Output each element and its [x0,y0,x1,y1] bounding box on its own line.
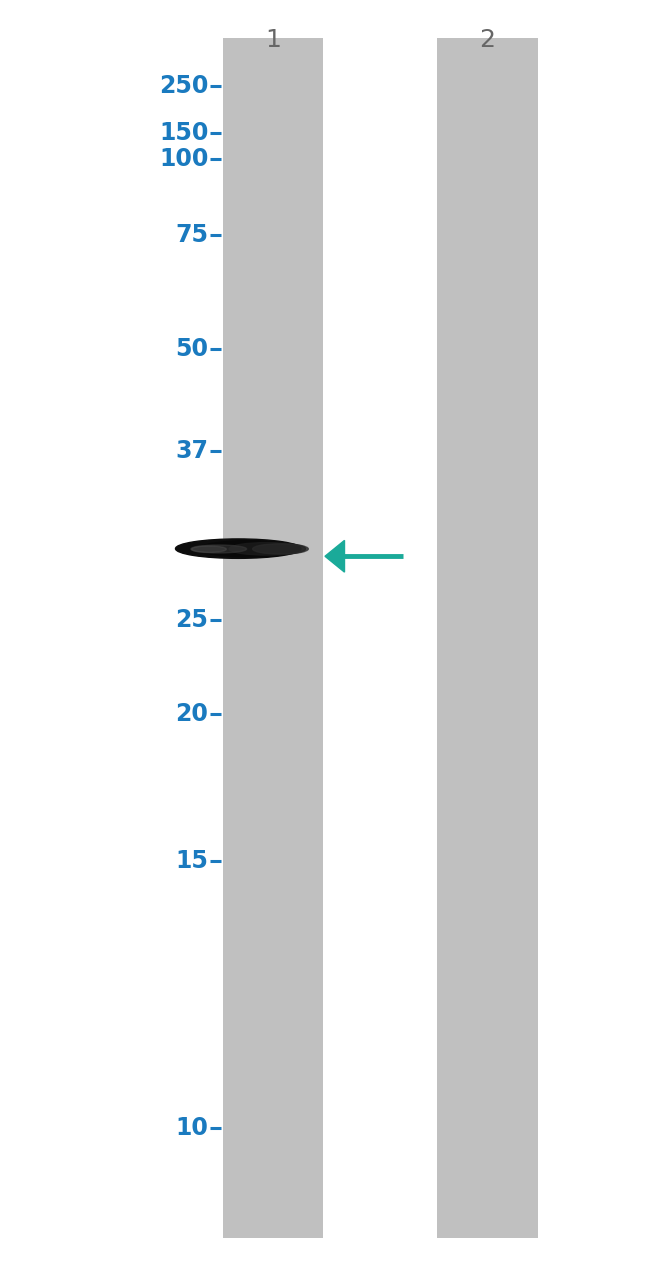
Ellipse shape [199,541,297,556]
Text: 50: 50 [176,338,208,361]
Text: 25: 25 [176,608,208,631]
FancyArrow shape [325,541,403,572]
Ellipse shape [176,538,301,559]
Text: 75: 75 [176,224,208,246]
Text: 150: 150 [159,122,208,145]
Text: 100: 100 [159,147,208,170]
Ellipse shape [191,545,246,552]
Text: 250: 250 [159,75,208,98]
Text: 37: 37 [176,439,208,462]
Bar [437,38,538,1238]
Text: 2: 2 [480,28,495,52]
Ellipse shape [192,546,226,552]
Text: 20: 20 [176,702,208,725]
Text: 1: 1 [265,28,281,52]
Bar [222,38,323,1238]
Text: 10: 10 [176,1116,208,1139]
Text: 15: 15 [176,850,208,872]
Ellipse shape [229,542,306,555]
Ellipse shape [253,544,308,554]
